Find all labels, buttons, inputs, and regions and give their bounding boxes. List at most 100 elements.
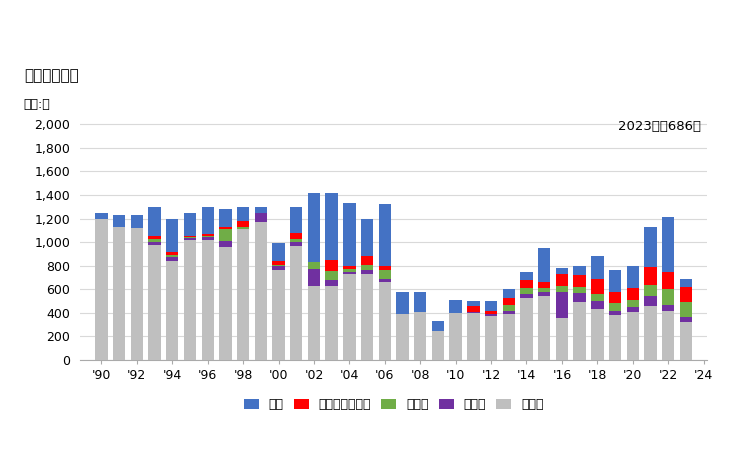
Bar bbox=[149, 245, 161, 360]
Bar bbox=[591, 279, 604, 294]
Bar bbox=[219, 227, 232, 229]
Bar bbox=[343, 272, 356, 274]
Bar bbox=[502, 310, 515, 314]
Bar bbox=[378, 266, 391, 270]
Bar bbox=[325, 261, 338, 271]
Bar bbox=[325, 280, 338, 286]
Bar bbox=[644, 267, 657, 284]
Bar bbox=[113, 227, 125, 360]
Bar bbox=[574, 266, 586, 275]
Bar bbox=[149, 236, 161, 239]
Bar bbox=[290, 246, 303, 360]
Bar bbox=[378, 204, 391, 266]
Bar bbox=[361, 219, 373, 256]
Bar bbox=[502, 314, 515, 360]
Bar bbox=[626, 312, 639, 360]
Bar bbox=[679, 317, 692, 322]
Bar bbox=[679, 322, 692, 360]
Bar bbox=[662, 217, 674, 272]
Bar bbox=[414, 312, 426, 360]
Bar bbox=[555, 318, 568, 360]
Bar bbox=[343, 269, 356, 272]
Bar bbox=[467, 313, 480, 360]
Bar bbox=[626, 266, 639, 288]
Bar bbox=[184, 240, 196, 360]
Bar bbox=[130, 228, 143, 360]
Bar bbox=[95, 213, 108, 219]
Bar bbox=[254, 222, 267, 360]
Bar bbox=[254, 213, 267, 222]
Bar bbox=[201, 240, 214, 360]
Bar bbox=[95, 219, 108, 360]
Bar bbox=[626, 300, 639, 307]
Bar bbox=[184, 237, 196, 238]
Bar bbox=[679, 302, 692, 317]
Bar bbox=[521, 288, 533, 294]
Bar bbox=[502, 297, 515, 305]
Bar bbox=[273, 266, 285, 270]
Bar bbox=[467, 301, 480, 306]
Bar bbox=[609, 315, 621, 360]
Bar bbox=[219, 247, 232, 360]
Bar bbox=[555, 274, 568, 286]
Bar bbox=[149, 242, 161, 245]
Bar bbox=[201, 234, 214, 236]
Bar bbox=[644, 306, 657, 360]
Bar bbox=[184, 238, 196, 240]
Bar bbox=[361, 274, 373, 360]
Bar bbox=[679, 288, 692, 302]
Bar bbox=[609, 303, 621, 310]
Bar bbox=[361, 265, 373, 270]
Bar bbox=[662, 305, 674, 310]
Bar bbox=[609, 310, 621, 315]
Bar bbox=[343, 274, 356, 360]
Bar bbox=[149, 207, 161, 236]
Bar bbox=[166, 219, 179, 252]
Bar bbox=[538, 297, 550, 360]
Bar bbox=[290, 238, 303, 242]
Bar bbox=[609, 292, 621, 303]
Bar bbox=[166, 257, 179, 261]
Bar bbox=[485, 316, 497, 360]
Text: 単位:台: 単位:台 bbox=[24, 98, 50, 111]
Bar bbox=[574, 275, 586, 287]
Bar bbox=[397, 292, 409, 314]
Bar bbox=[184, 213, 196, 236]
Bar bbox=[591, 294, 604, 301]
Bar bbox=[521, 280, 533, 288]
Bar bbox=[644, 227, 657, 267]
Bar bbox=[308, 262, 320, 269]
Bar bbox=[254, 207, 267, 213]
Bar bbox=[609, 270, 621, 292]
Bar bbox=[166, 255, 179, 257]
Text: 2023年：686台: 2023年：686台 bbox=[618, 120, 701, 133]
Bar bbox=[273, 261, 285, 265]
Bar bbox=[521, 297, 533, 360]
Bar bbox=[450, 300, 462, 313]
Bar bbox=[662, 272, 674, 289]
Bar bbox=[574, 302, 586, 360]
Bar bbox=[679, 279, 692, 288]
Bar bbox=[626, 307, 639, 312]
Bar bbox=[308, 193, 320, 262]
Bar bbox=[538, 282, 550, 288]
Bar bbox=[662, 289, 674, 305]
Bar bbox=[184, 236, 196, 237]
Bar bbox=[397, 314, 409, 360]
Bar bbox=[378, 279, 391, 282]
Bar bbox=[538, 248, 550, 282]
Bar bbox=[166, 261, 179, 360]
Bar bbox=[219, 229, 232, 241]
Bar bbox=[574, 293, 586, 302]
Bar bbox=[432, 331, 444, 360]
Bar bbox=[237, 227, 249, 229]
Bar bbox=[485, 301, 497, 310]
Legend: 中国, バングラデシュ, インド, トルコ, その他: 中国, バングラデシュ, インド, トルコ, その他 bbox=[243, 398, 544, 411]
Bar bbox=[662, 310, 674, 360]
Text: 輸出量の推移: 輸出量の推移 bbox=[24, 68, 79, 83]
Bar bbox=[502, 289, 515, 297]
Bar bbox=[591, 256, 604, 279]
Bar bbox=[201, 236, 214, 237]
Bar bbox=[502, 305, 515, 310]
Bar bbox=[378, 282, 391, 360]
